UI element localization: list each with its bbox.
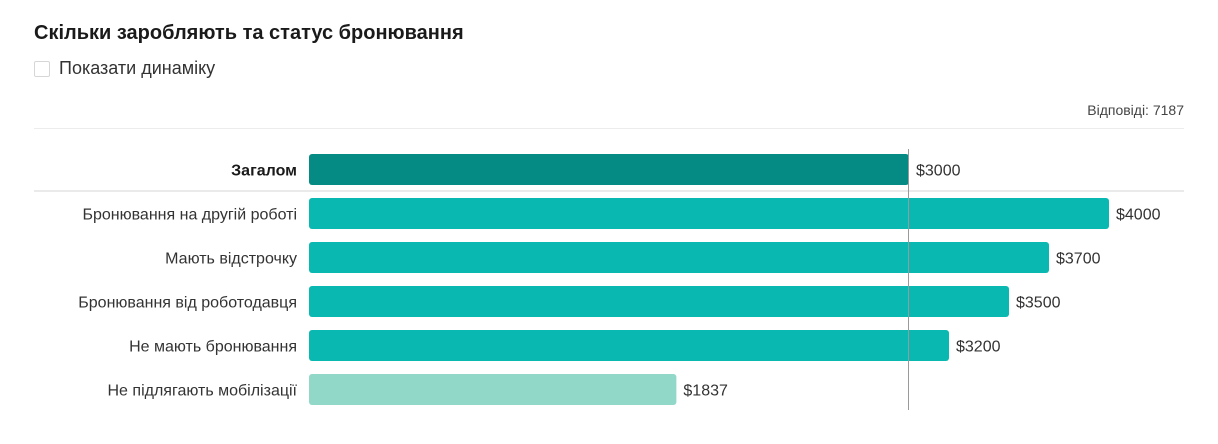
value-label: $1837 (683, 383, 728, 400)
header-divider (34, 128, 1184, 129)
bar[interactable] (309, 154, 909, 185)
responses-count: Відповіді: 7187 (1087, 102, 1184, 118)
value-label: $4000 (1116, 207, 1161, 224)
value-label: $3500 (1016, 295, 1061, 312)
bar[interactable] (309, 242, 1049, 273)
value-label: $3700 (1056, 251, 1101, 268)
chart-title: Скільки заробляють та статус бронювання (34, 22, 464, 44)
bar[interactable] (309, 374, 677, 405)
category-label: Не мають бронювання (129, 339, 297, 356)
category-label: Бронювання від роботодавця (78, 295, 297, 312)
category-label: Загалом (231, 163, 297, 180)
category-label: Мають відстрочку (165, 251, 297, 268)
show-dynamics-label: Показати динаміку (59, 58, 216, 78)
bar[interactable] (309, 198, 1109, 229)
category-label: Бронювання на другій роботі (82, 207, 297, 224)
value-label: $3000 (916, 163, 961, 180)
show-dynamics-toggle[interactable]: Показати динаміку (34, 58, 215, 79)
bar[interactable] (309, 330, 949, 361)
category-label: Не підлягають мобілізації (108, 383, 298, 400)
show-dynamics-checkbox[interactable] (34, 60, 50, 77)
value-label: $3200 (956, 339, 1001, 356)
bar[interactable] (309, 286, 1009, 317)
